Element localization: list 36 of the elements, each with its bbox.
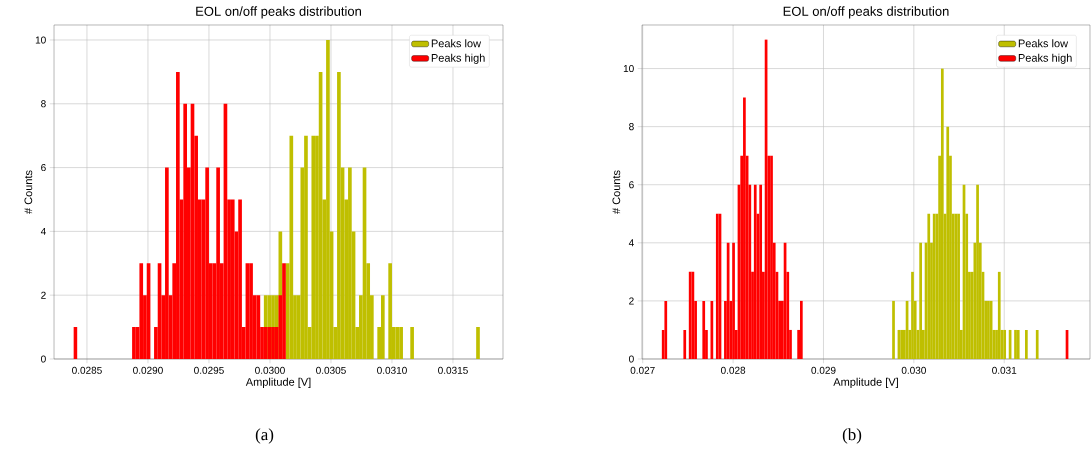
- legend-label: Peaks low: [431, 39, 482, 48]
- y-tick-label: 0: [629, 355, 634, 363]
- x-tick-label: 0.0315: [438, 366, 468, 374]
- x-tick-label: 0.0305: [316, 366, 346, 374]
- y-tick-label: 10: [623, 65, 634, 73]
- x-tick-label: 0.027: [630, 366, 655, 374]
- y-tick-label: 10: [35, 36, 46, 44]
- x-axis-title: Amplitude [V]: [833, 377, 898, 388]
- y-tick-label: 4: [40, 227, 46, 235]
- text: (a): [255, 428, 274, 444]
- legend-label: Peaks low: [1018, 39, 1069, 48]
- y-tick-label: 0: [41, 355, 46, 363]
- y-tick-label: 6: [41, 164, 46, 172]
- text: (b): [842, 428, 862, 444]
- y-tick-label: 4: [628, 239, 634, 247]
- y-axis-title: # Counts: [612, 170, 621, 214]
- x-tick-label: 0.028: [720, 366, 746, 374]
- chart-title: EOL on/off peaks distribution: [783, 6, 949, 19]
- x-tick-label: 0.0310: [377, 366, 407, 374]
- x-tick-label: 0.029: [811, 366, 836, 374]
- y-tick-label: 2: [629, 297, 634, 305]
- x-axis-title: Amplitude [V]: [245, 377, 311, 388]
- y-tick-label: 8: [41, 100, 46, 108]
- legend-label: Peaks high: [431, 53, 485, 64]
- x-tick-label: 0.031: [992, 366, 1017, 374]
- x-tick-label: 0.030: [901, 366, 926, 374]
- legend-label: Peaks high: [1018, 53, 1072, 64]
- x-tick-label: 0.0295: [194, 366, 224, 374]
- y-tick-label: 8: [629, 123, 634, 131]
- x-tick-label: 0.0290: [133, 366, 163, 374]
- y-tick-label: 2: [41, 291, 46, 299]
- chart-title: EOL on/off peaks distribution: [196, 6, 361, 19]
- x-tick-label: 0.0300: [255, 366, 285, 374]
- y-axis-title: # Counts: [24, 170, 33, 214]
- x-tick-label: 0.0285: [72, 366, 102, 374]
- y-tick-label: 6: [629, 181, 634, 189]
